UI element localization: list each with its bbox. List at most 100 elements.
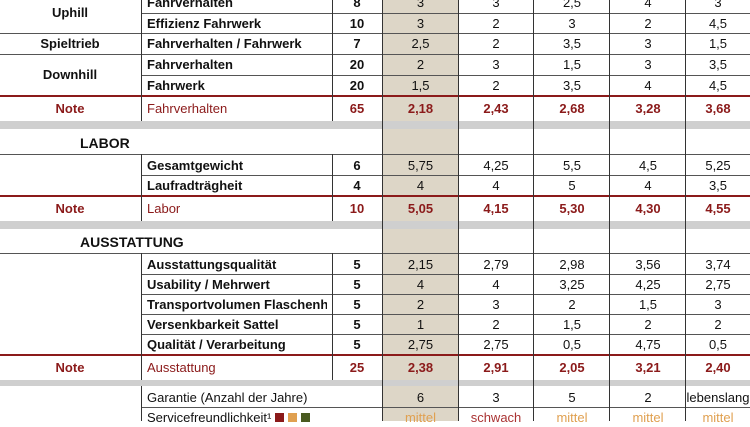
table-row: Transportvolumen Flaschenhalter 5 2 3 2 … (0, 294, 750, 314)
value: 2,40 (705, 359, 731, 375)
value: 5,25 (705, 157, 731, 173)
value: 3,5 (562, 36, 582, 51)
value: 4,55 (705, 200, 731, 216)
grid-line (141, 407, 750, 408)
weight: 5 (353, 336, 361, 352)
note-row: Note Labor 10 5,05 4,15 5,30 4,30 4,55 (0, 196, 750, 220)
grid-line (141, 13, 750, 14)
value: 4,75 (635, 336, 661, 352)
value: 2 (492, 36, 500, 51)
criterion: Ausstattungsqualität (147, 256, 277, 272)
criterion: Laufradträgheit (147, 177, 243, 193)
value: 3,25 (559, 276, 585, 292)
value: 3,21 (635, 359, 661, 375)
value: 3 (644, 57, 652, 72)
column-divider (533, 0, 534, 421)
value: 4,5 (708, 15, 728, 31)
weight: 20 (349, 57, 365, 72)
grid-line (0, 33, 750, 34)
value: 4 (644, 77, 652, 93)
value: 2,68 (559, 100, 585, 116)
criterion: Ausstattung (147, 359, 216, 375)
weight: 10 (349, 15, 365, 31)
value: 4,25 (483, 157, 509, 173)
criterion: Transportvolumen Flaschenhalter (147, 296, 327, 312)
legend-square-green (301, 412, 311, 422)
value: 2 (492, 316, 500, 332)
value: 2,79 (483, 256, 509, 272)
note-row: Note Fahrverhalten 65 2,18 2,43 2,68 3,2… (0, 96, 750, 120)
criterion: Fahrverhalten (147, 100, 228, 116)
value: 3 (416, 0, 425, 10)
value: 2 (492, 77, 500, 93)
weight: 10 (349, 200, 365, 216)
value: 1 (416, 316, 425, 332)
value: 3 (492, 57, 500, 72)
column-divider (458, 0, 459, 421)
note-row: Note Ausstattung 25 2,38 2,91 2,05 3,21 … (0, 355, 750, 379)
value: 3,68 (705, 100, 731, 116)
value: 3,5 (708, 57, 728, 72)
table-row: Effizienz Fahrwerk 10 3 2 3 2 4,5 (0, 13, 750, 33)
value: 2 (644, 15, 652, 31)
grid-line (0, 253, 750, 254)
criterion: Effizienz Fahrwerk (147, 15, 262, 31)
column-divider (141, 386, 142, 421)
value: 4 (644, 177, 652, 193)
value: 4,15 (483, 200, 509, 216)
value: 3 (492, 0, 500, 10)
grid-line (141, 294, 750, 295)
value: 4 (492, 276, 500, 292)
column-divider (332, 253, 333, 380)
value: 2,75 (483, 336, 509, 352)
value: mittel (404, 409, 437, 425)
value: mittel (632, 409, 664, 425)
column-divider (141, 0, 142, 121)
value: 4,5 (638, 157, 658, 173)
weight: 8 (353, 0, 361, 10)
grid-line (141, 334, 750, 335)
criterion: Fahrverhalten (147, 0, 233, 10)
column-divider (141, 154, 142, 221)
table-row: Spieltrieb Fahrverhalten / Fahrwerk 7 2,… (0, 33, 750, 54)
criterion: Labor (147, 200, 181, 216)
value: 3 (568, 15, 576, 31)
section-divider (0, 380, 750, 386)
table-row: Servicefreundlichkeit¹ mittel schwach mi… (0, 407, 750, 427)
weight: 5 (353, 296, 361, 312)
value: 2 (644, 316, 652, 332)
value: lebenslang (686, 389, 750, 405)
criterion: Servicefreundlichkeit¹ (147, 407, 327, 427)
weight: 7 (353, 36, 361, 51)
value: mittel (556, 409, 588, 425)
column-divider (141, 253, 142, 380)
value: mittel (702, 409, 734, 425)
table-row: Garantie (Anzahl der Jahre) 6 3 5 2 lebe… (0, 387, 750, 407)
criterion: Usability / Mehrwert (147, 276, 270, 292)
value: 5,75 (407, 157, 434, 173)
value: 2 (492, 15, 500, 31)
column-divider (685, 0, 686, 421)
note-rule (0, 354, 750, 356)
value: 2 (416, 57, 425, 72)
weight: 65 (349, 100, 365, 116)
value: 1,5 (708, 36, 728, 51)
table-row: Ausstattungsqualität 5 2,15 2,79 2,98 3,… (0, 254, 750, 274)
weight: 5 (353, 276, 361, 292)
value: 1,5 (411, 77, 430, 93)
note-label: Note (55, 359, 85, 375)
value: 0,5 (562, 336, 582, 352)
group-label: Uphill (51, 4, 89, 20)
value: 1,5 (562, 316, 582, 332)
value: schwach (470, 409, 522, 425)
value: 2,18 (407, 100, 434, 116)
criterion: Fahrwerk (147, 77, 205, 93)
highlight-column (383, 0, 458, 421)
value: 2,5 (411, 36, 430, 51)
value: 3 (416, 15, 425, 31)
value: 6 (416, 389, 425, 405)
table-row: Gesamtgewicht 6 5,75 4,25 5,5 4,5 5,25 (0, 155, 750, 175)
value: 1,5 (562, 57, 582, 72)
value: 2,43 (483, 100, 509, 116)
value: 2 (568, 296, 576, 312)
